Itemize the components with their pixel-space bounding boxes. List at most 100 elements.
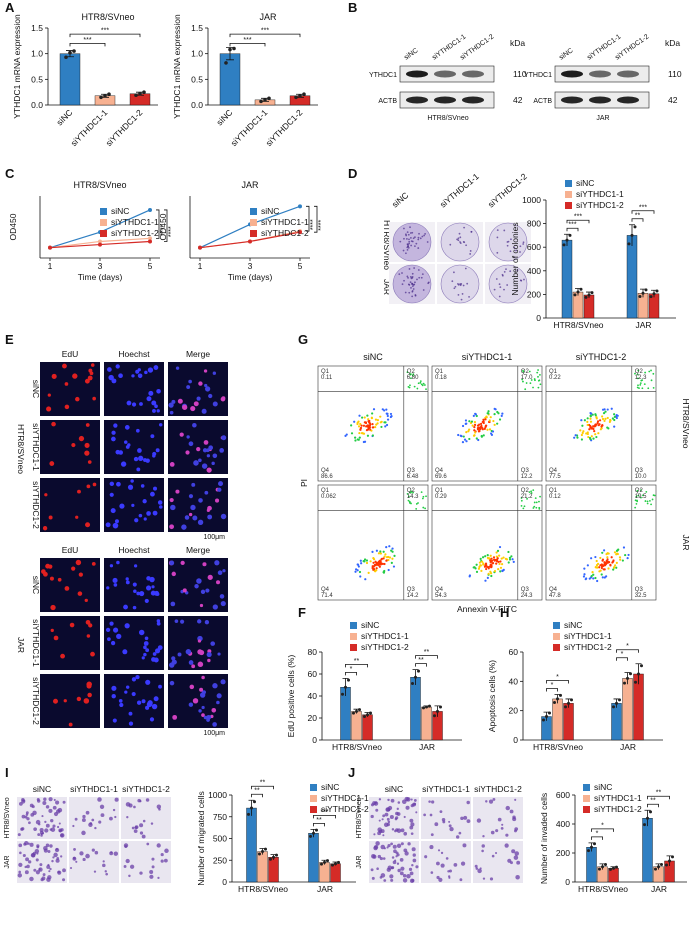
flow-event [376, 419, 379, 422]
chart-f-edu-y-tick-label: 60 [308, 669, 318, 679]
chart-j-invasion-point [598, 867, 601, 871]
chart-d-colonies-point [652, 292, 656, 296]
chart-f-edu-point [352, 711, 355, 715]
edu-nucleus [206, 651, 212, 658]
chart-i-migration-bar [308, 833, 319, 883]
flow-col-label: siYTHDC1-1 [462, 352, 513, 362]
colony-dot [398, 273, 401, 276]
flow-event [362, 424, 366, 427]
flow-q4-tag: Q4 [321, 587, 330, 593]
colony-col-label: siYTHDC1-1 [438, 171, 481, 209]
edu-row-label: siYTHDC1-2 [31, 481, 41, 529]
chart-c-htr8-sig-2: **** [168, 226, 175, 237]
flow-event [468, 428, 471, 431]
flow-event [501, 569, 504, 572]
panel-j-invasion-tile [473, 841, 523, 883]
panel-j-invasion-cell [387, 865, 393, 870]
edu-nucleus [208, 393, 213, 399]
edu-nucleus [143, 652, 147, 657]
flow-event [375, 549, 378, 552]
colony-dot [411, 276, 414, 279]
panel-i-migration-cell [19, 851, 22, 855]
flow-event [520, 497, 523, 499]
panel-j-invasion-cell [410, 822, 415, 827]
edu-nucleus [184, 515, 190, 520]
panel-i-migration-cell [18, 843, 23, 848]
flow-event [420, 491, 423, 494]
chart-a-jar-tick-label: siYTHDC1-2 [264, 107, 305, 148]
flow-event [350, 424, 353, 427]
flow-event [419, 380, 422, 383]
panel-i-migration-cell [58, 822, 61, 825]
panel-i-migration-cell [26, 864, 30, 869]
flow-event [386, 414, 389, 418]
chart-h-apoptosis-legend-label: siYTHDC1-2 [564, 642, 612, 652]
chart-d-colonies-legend-label: siYTHDC1-2 [576, 200, 624, 210]
panel-j-invasion-cell [514, 827, 519, 831]
panel-j-invasion-cell [389, 874, 394, 879]
panel-i-migration-cell [73, 848, 76, 851]
panel-j-invasion-cell [399, 871, 404, 876]
panel-i-migration-cell [85, 853, 90, 859]
flow-event [498, 545, 502, 549]
panel-i-migration-cell [105, 872, 108, 876]
edu-nucleus [169, 524, 175, 530]
edu-nucleus [131, 677, 137, 682]
flow-event [537, 386, 540, 389]
chart-d-colonies-cmp-sig: *** [574, 214, 582, 221]
colony-dot [459, 283, 462, 285]
panel-j-invasion-cell [460, 861, 466, 866]
flow-event [624, 553, 627, 557]
panel-i-migration-cell [52, 856, 55, 859]
colony-dot [510, 238, 512, 241]
panel-j-invasion-cell [482, 877, 486, 880]
flow-event [525, 382, 528, 384]
chart-f-edu-point [428, 704, 431, 708]
chart-j-invasion-point [609, 867, 612, 871]
flow-event [407, 499, 410, 502]
flow-q2-value: 17.0 [521, 375, 533, 381]
chart-a-jar-title: JAR [259, 12, 277, 22]
flow-event [492, 419, 495, 423]
edu-nucleus [191, 482, 196, 487]
panel-j-invasion-cell [400, 842, 404, 846]
edu-nucleus [204, 490, 209, 495]
colony-dot [412, 237, 415, 240]
panel-i-migration-cell [25, 857, 30, 862]
panel-i-migration-cell [133, 805, 136, 809]
chart-c-htr8-x-tick-label: 3 [98, 261, 103, 271]
flow-event [533, 505, 536, 508]
panel-i-migration-cell [82, 814, 86, 819]
edu-nucleus [169, 680, 175, 686]
edu-nucleus [204, 383, 208, 388]
colony-dot [409, 276, 412, 278]
panel-j-invasion-cell [403, 831, 408, 836]
chart-h-apoptosis-point [637, 672, 640, 676]
panel-i-migration-cell [146, 842, 150, 846]
panel-j-invasion-cell [396, 843, 402, 848]
panel-i-migration-cell [150, 822, 154, 825]
chart-f-edu-bar [351, 711, 362, 741]
chart-d-colonies-cmp-bracket [566, 227, 579, 232]
colony-dot [509, 250, 512, 253]
chart-h-apoptosis-legend-label: siYTHDC1-1 [564, 631, 612, 641]
edu-nucleus [217, 652, 221, 656]
panel-j-invasion-cell [453, 863, 458, 867]
panel-j-invasion-cell [509, 809, 514, 814]
edu-nucleus [149, 576, 155, 583]
edu-nucleus [86, 484, 91, 489]
chart-c-htr8-sig-1: **** [160, 224, 167, 235]
colony-dot [501, 273, 504, 276]
panel-j-invasion-cell [392, 860, 397, 865]
colony-dot [519, 245, 522, 248]
chart-j-invasion-legend-label: siYTHDC1-1 [594, 793, 642, 803]
chart-h-apoptosis-bar [611, 703, 622, 741]
flow-event [646, 500, 649, 503]
panel-j-invasion-cell [370, 814, 374, 819]
edu-nucleus [155, 448, 160, 453]
chart-j-invasion-y-tick-label: 600 [556, 790, 570, 800]
flow-event [389, 412, 393, 416]
chart-i-migration-y-tick-label: 250 [213, 855, 227, 865]
